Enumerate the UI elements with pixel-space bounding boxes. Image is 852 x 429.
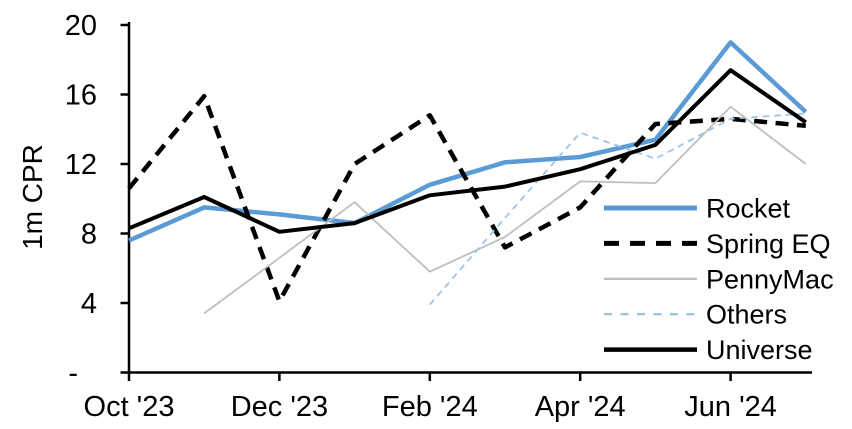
y-tick-label: 4 xyxy=(81,288,97,320)
y-tick-label: 16 xyxy=(65,80,97,112)
series-line-rocket xyxy=(128,40,808,243)
legend-label-rocket: Rocket xyxy=(706,194,791,224)
x-tick-label: Oct '23 xyxy=(84,391,175,423)
series-line-others xyxy=(429,112,806,306)
y-tick-label: - xyxy=(68,358,78,390)
legend-label-spring-eq: Spring EQ xyxy=(706,229,831,259)
legend-label-others: Others xyxy=(706,300,787,330)
x-tick-label: Dec '23 xyxy=(231,391,328,423)
legend-label-pennymac: PennyMac xyxy=(706,264,834,294)
series-line-spring-eq xyxy=(127,93,807,304)
series-line-universe xyxy=(128,68,807,234)
x-tick-label: Jun '24 xyxy=(684,391,777,423)
y-axis-title: 1m CPR xyxy=(17,144,48,250)
plot-area: 20 16 12 8 4 -Oct '23 Dec '23 Feb '24 Apr '24 Jun… xyxy=(65,10,834,423)
x-tick-label: Feb '24 xyxy=(382,391,478,423)
y-tick-label: 12 xyxy=(65,149,97,181)
y-tick-label: 8 xyxy=(81,219,97,251)
y-tick-label: 20 xyxy=(65,10,97,42)
series-line-pennymac xyxy=(203,105,807,315)
x-tick-label: Apr '24 xyxy=(535,391,626,423)
legend-label-universe: Universe xyxy=(706,335,813,365)
